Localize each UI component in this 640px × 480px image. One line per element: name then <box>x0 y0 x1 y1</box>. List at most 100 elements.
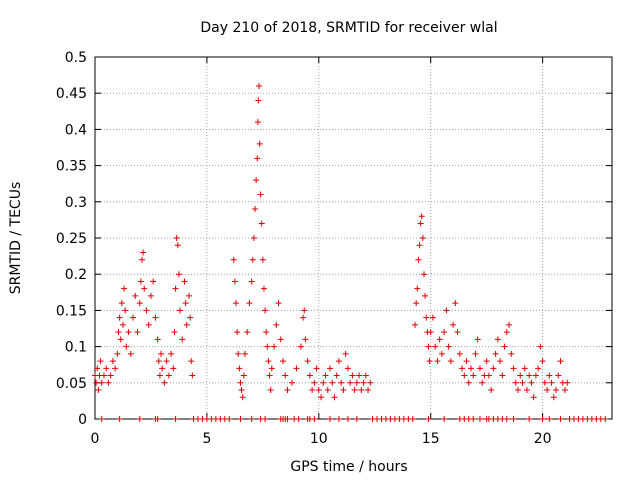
data-point <box>159 365 166 372</box>
data-point <box>300 314 307 321</box>
data-point <box>98 379 105 386</box>
data-point <box>233 300 239 307</box>
y-axis-label: SRMTID / TECUs <box>8 182 24 295</box>
data-point <box>259 256 266 263</box>
data-point <box>474 336 481 343</box>
data-point <box>145 321 152 328</box>
data-point <box>258 220 265 227</box>
data-point <box>555 372 562 379</box>
data-point <box>423 314 430 321</box>
data-point <box>441 416 448 422</box>
data-point <box>103 365 110 372</box>
data-point <box>139 256 145 263</box>
data-point <box>564 379 571 386</box>
data-point <box>329 379 336 386</box>
data-point <box>497 358 504 365</box>
data-point <box>163 358 170 365</box>
data-point <box>177 307 184 314</box>
data-point <box>344 365 351 372</box>
data-point <box>353 379 360 386</box>
data-point <box>320 379 327 386</box>
data-point <box>488 387 495 394</box>
data-point <box>510 416 517 422</box>
data-point <box>365 387 372 394</box>
chart-gridlines <box>95 57 612 419</box>
data-point <box>237 379 244 386</box>
data-point <box>506 321 513 328</box>
data-point <box>122 307 129 314</box>
y-tick-label: 0.05 <box>56 376 87 392</box>
y-tick-label: 0.2 <box>65 267 87 283</box>
data-point <box>143 307 150 314</box>
y-tick-label: 0.3 <box>65 195 87 211</box>
data-point <box>265 358 272 365</box>
data-point <box>268 365 275 372</box>
data-point <box>246 300 253 307</box>
data-point <box>256 82 263 89</box>
data-point <box>271 343 278 350</box>
data-point <box>351 387 358 394</box>
data-point <box>338 379 345 386</box>
data-point <box>413 300 420 307</box>
data-point <box>441 329 448 336</box>
data-point <box>186 292 192 299</box>
data-point <box>174 242 181 249</box>
data-point <box>152 314 159 321</box>
data-point <box>311 379 318 386</box>
data-point <box>434 358 441 365</box>
data-point <box>342 350 349 357</box>
data-point <box>118 300 125 307</box>
data-point <box>116 314 123 321</box>
data-point <box>548 379 555 386</box>
data-point <box>175 271 182 278</box>
data-point <box>427 329 434 336</box>
data-point <box>100 372 107 379</box>
data-point <box>315 387 322 394</box>
data-point <box>252 206 259 213</box>
data-point <box>255 97 262 104</box>
data-point <box>333 372 340 379</box>
data-point <box>121 285 128 292</box>
data-point <box>324 387 331 394</box>
data-point <box>105 379 112 386</box>
data-point <box>530 394 537 401</box>
x-axis-ticks: 0 5 10 15 20 <box>91 57 552 447</box>
data-point <box>297 343 304 350</box>
data-point <box>158 350 165 357</box>
data-point <box>240 372 247 379</box>
data-point <box>231 278 238 285</box>
data-point <box>275 300 282 307</box>
y-tick-label: 0 <box>78 412 87 428</box>
data-point <box>557 358 564 365</box>
data-point <box>358 387 365 394</box>
data-point <box>544 387 551 394</box>
data-point <box>443 307 450 314</box>
data-point <box>557 416 564 422</box>
data-points <box>92 82 609 422</box>
y-tick-label: 0.45 <box>56 86 87 102</box>
data-point <box>168 350 175 357</box>
data-point <box>438 350 445 357</box>
data-point <box>165 372 172 379</box>
data-point <box>273 321 280 328</box>
data-point <box>154 416 161 422</box>
data-point <box>483 358 490 365</box>
data-point <box>230 256 237 263</box>
x-tick-label: 20 <box>534 431 552 447</box>
data-point <box>116 416 123 422</box>
data-point <box>141 285 148 292</box>
data-point <box>260 285 267 292</box>
data-point <box>503 416 510 422</box>
data-point <box>318 394 325 401</box>
data-point <box>459 365 466 372</box>
data-point <box>367 379 374 386</box>
data-point <box>239 394 246 401</box>
data-point <box>360 379 367 386</box>
data-point <box>528 379 535 386</box>
data-point <box>109 358 116 365</box>
data-point <box>553 387 560 394</box>
data-point <box>322 372 329 379</box>
data-point <box>479 379 486 386</box>
data-point <box>137 278 144 285</box>
y-tick-label: 0.1 <box>65 340 87 356</box>
